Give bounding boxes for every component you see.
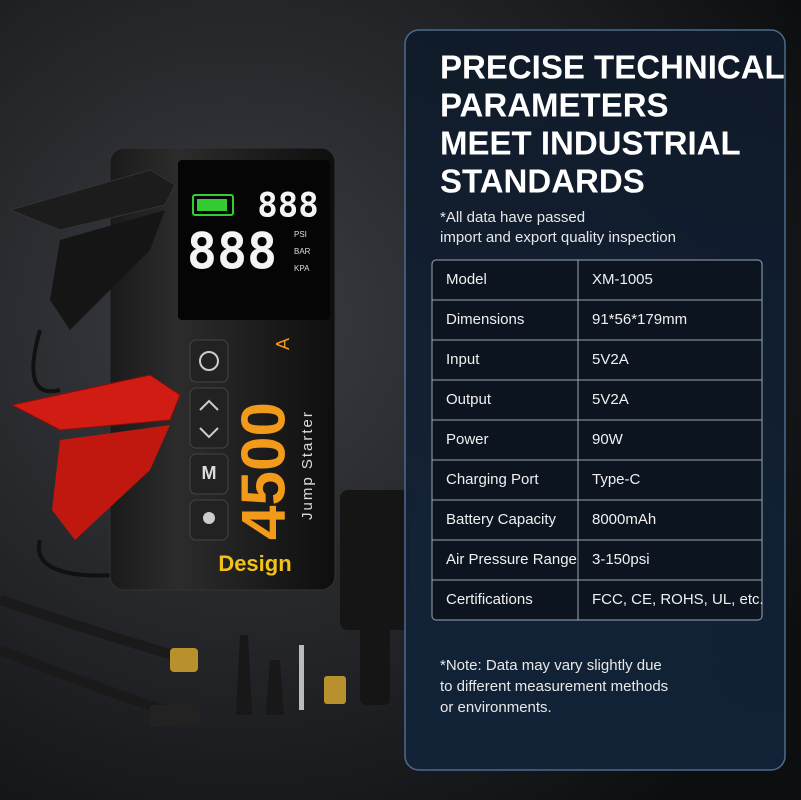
- power-icon: [199, 351, 219, 371]
- mode-button[interactable]: [189, 453, 229, 495]
- nozzle: [360, 620, 390, 705]
- title-line: STANDARDS: [440, 163, 645, 200]
- spec-label: Power: [446, 431, 489, 448]
- spec-value: 91*56*179mm: [592, 311, 687, 328]
- subtitle-line: *All data have passed: [440, 209, 585, 226]
- spec-label: Output: [446, 391, 492, 408]
- needle: [299, 645, 304, 710]
- arrow-icons: [199, 399, 219, 439]
- spec-label: Input: [446, 351, 480, 368]
- note-line: or environments.: [440, 699, 552, 716]
- nozzle: [236, 635, 252, 715]
- note-line: to different measurement methods: [440, 678, 668, 695]
- subtitle-line: import and export quality inspection: [440, 229, 676, 246]
- title-line: MEET INDUSTRIAL: [440, 125, 741, 162]
- adapter: [324, 676, 346, 704]
- product-name: Jump Starter: [299, 410, 316, 520]
- note-line: *Note: Data may vary slightly due: [440, 657, 662, 674]
- table-frame: [431, 259, 763, 621]
- red-clamp-handle: [52, 425, 170, 540]
- spec-label: Model: [446, 271, 487, 288]
- product: 888 888 PSI BAR KPA M 4500 A Jump Starte…: [0, 147, 410, 727]
- brass-connector: [170, 648, 198, 672]
- brand: Design: [218, 551, 291, 576]
- model-text: 4500: [229, 402, 298, 540]
- spec-value: 8000mAh: [592, 511, 656, 528]
- spec-value: 5V2A: [592, 391, 629, 408]
- spec-label: Dimensions: [446, 311, 524, 328]
- battery-level: [197, 199, 227, 211]
- cable: [31, 329, 121, 578]
- nozzle: [266, 660, 284, 715]
- black-clamp: [8, 169, 176, 231]
- spec-value: XM-1005: [592, 271, 653, 288]
- battery-icon: [192, 194, 234, 216]
- mode-label: M: [202, 463, 217, 483]
- spec-label: Certifications: [446, 591, 533, 608]
- title-line: PRECISE TECHNICAL: [440, 49, 785, 86]
- spec-label: Battery Capacity: [446, 511, 557, 528]
- spec-value: 5V2A: [592, 351, 629, 368]
- spec-value: FCC, CE, ROHS, UL, etc.: [592, 591, 764, 608]
- unit: BAR: [294, 247, 311, 256]
- light-icon: [203, 512, 215, 524]
- spec-table: Model XM-1005 Dimensions 91*56*179mm Input 5V…: [431, 259, 764, 621]
- black-clamp-handle: [50, 210, 165, 330]
- spec-value: 3-150psi: [592, 551, 650, 568]
- spec-value: 90W: [592, 431, 624, 448]
- lcd-small: 888: [257, 186, 318, 226]
- title-line: PARAMETERS: [440, 87, 669, 124]
- unit: PSI: [294, 230, 307, 239]
- model-suffix: A: [273, 338, 293, 350]
- spec-label: Charging Port: [446, 471, 539, 488]
- usb-plug: [150, 705, 200, 727]
- arrow-buttons[interactable]: [189, 387, 229, 449]
- red-clamp: [10, 374, 181, 431]
- unit: KPA: [294, 264, 310, 273]
- case: [340, 490, 410, 630]
- power-button[interactable]: [189, 339, 229, 383]
- spec-value: Type-C: [592, 471, 641, 488]
- lcd-large: 888: [187, 223, 277, 281]
- spec-label: Air Pressure Range: [446, 551, 577, 568]
